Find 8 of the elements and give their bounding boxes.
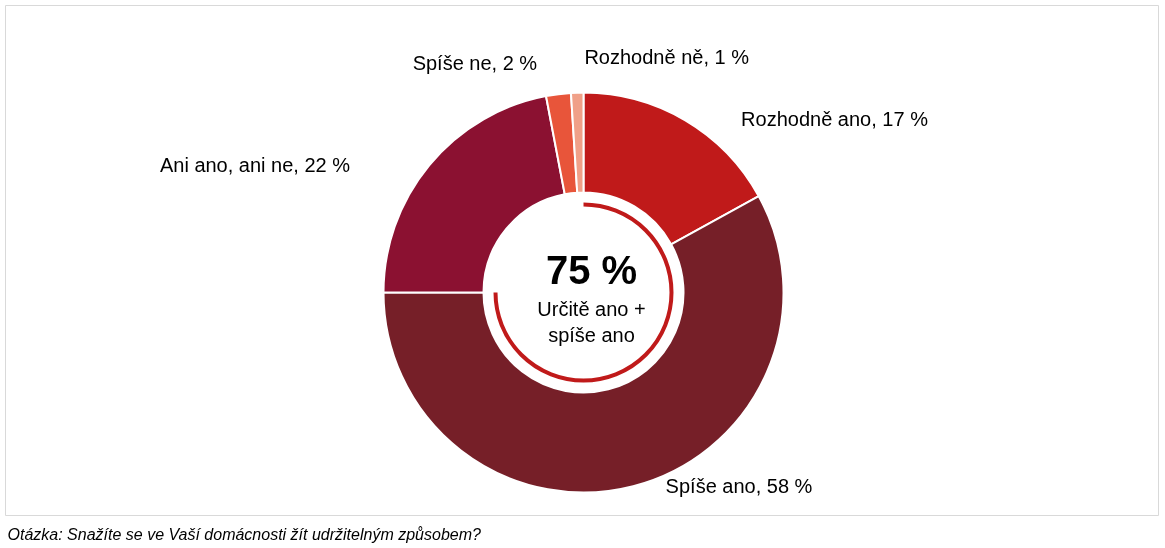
slice-label: Rozhodně ano, 17 % [741, 107, 929, 130]
text: 75 % [545, 247, 638, 292]
slice-label: Ani ano, ani ne, 22 % [159, 154, 351, 177]
slice-label: Spíše ne, 2 % [412, 52, 538, 75]
slice-label: Spíše ano, 58 % [665, 475, 813, 498]
slice-label: Rozhodně ně, 1 % [584, 45, 750, 68]
text: Určitě ano + spíše ano [537, 297, 646, 346]
text: Otázka: Snažíte se ve Vaší domácnosti žít udržitelným způsobem? [7, 526, 482, 543]
